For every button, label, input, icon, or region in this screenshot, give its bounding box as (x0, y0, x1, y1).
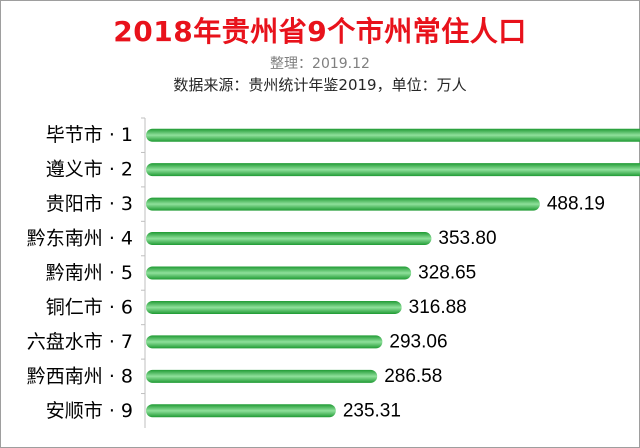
population-bar (146, 163, 640, 177)
population-bar (146, 197, 540, 211)
population-bar (146, 404, 336, 418)
category-label: 毕节市 · 1 (46, 124, 133, 146)
category-label: 安顺市 · 9 (46, 400, 133, 422)
value-label: 316.88 (409, 297, 467, 318)
value-label: 488.19 (547, 194, 605, 215)
population-bar (146, 335, 383, 349)
category-label: 贵阳市 · 3 (46, 193, 133, 215)
value-label: 286.58 (384, 366, 442, 387)
value-label: 328.65 (418, 263, 476, 284)
population-bar (146, 266, 412, 280)
population-bar (146, 232, 432, 246)
population-bar (146, 128, 640, 142)
value-label: 293.06 (389, 331, 447, 352)
population-bar (146, 300, 402, 314)
category-label: 铜仁市 · 6 (46, 296, 133, 318)
category-label: 黔西南州 · 8 (27, 365, 133, 387)
value-label: 235.31 (343, 400, 401, 421)
category-label: 黔东南州 · 4 (27, 228, 133, 250)
chart-date-note: 整理：2019.12 (270, 56, 370, 72)
chart-title: 2018年贵州省9个市州常住人口 (113, 15, 527, 48)
population-bar (146, 369, 378, 383)
value-label: 353.80 (438, 228, 496, 249)
category-label: 遵义市 · 2 (46, 159, 133, 181)
category-label: 六盘水市 · 7 (27, 331, 133, 353)
category-label: 黔南州 · 5 (46, 262, 133, 284)
chart-source-note: 数据来源：贵州统计年鉴2019，单位：万人 (173, 76, 467, 94)
